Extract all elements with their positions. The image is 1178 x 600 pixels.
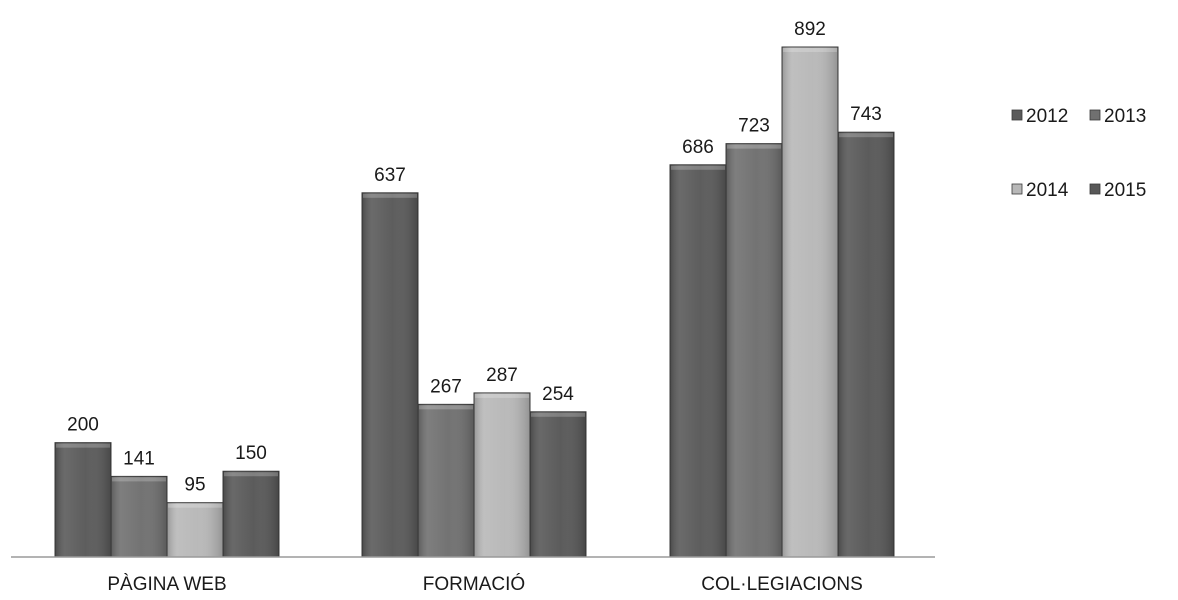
value-label: 743 bbox=[850, 104, 882, 125]
legend-swatch bbox=[1011, 109, 1023, 121]
category-labels-layer: PÀGINA WEB FORMACIÓ COL·LEGIACIONS bbox=[107, 573, 862, 595]
value-label: 254 bbox=[542, 384, 574, 405]
value-label: 141 bbox=[123, 448, 155, 469]
category-label-col-legiacions: COL·LEGIACIONS bbox=[701, 574, 863, 595]
legend-label: 2014 bbox=[1026, 180, 1069, 201]
bar-shading bbox=[782, 47, 838, 557]
bar-top-highlight bbox=[475, 393, 529, 398]
bar-top-highlight bbox=[839, 133, 893, 138]
bar-shading bbox=[418, 404, 474, 557]
value-label: 637 bbox=[374, 165, 406, 186]
legend-item-2013: 2013 bbox=[1089, 106, 1146, 127]
value-label: 287 bbox=[486, 365, 518, 386]
bar-top-highlight bbox=[531, 412, 585, 417]
category-label-pagina-web: PÀGINA WEB bbox=[107, 574, 226, 595]
legend-swatch bbox=[1089, 109, 1101, 121]
bar-top-highlight bbox=[363, 193, 417, 198]
bar-shading bbox=[111, 476, 167, 557]
bars-layer bbox=[54, 46, 895, 558]
bar-top-highlight bbox=[224, 472, 278, 477]
legend-item-2015: 2015 bbox=[1089, 180, 1146, 201]
bar-shading bbox=[362, 192, 418, 557]
bar-top-highlight bbox=[783, 48, 837, 52]
value-labels-layer: 200 141 95 150 637 267 287 254 686 723 892 743 bbox=[67, 19, 882, 496]
legend-label: 2012 bbox=[1026, 106, 1068, 127]
bar-shading bbox=[223, 471, 279, 557]
legend-swatch bbox=[1089, 183, 1101, 195]
bar-shading bbox=[474, 392, 530, 557]
value-label: 686 bbox=[682, 137, 714, 158]
value-label: 150 bbox=[235, 443, 267, 464]
bar-shading bbox=[670, 164, 726, 557]
bar-top-highlight bbox=[112, 477, 166, 482]
bar-shading bbox=[838, 132, 894, 557]
value-label: 200 bbox=[67, 415, 99, 436]
bar-shading bbox=[530, 411, 586, 557]
bar-shading bbox=[726, 143, 782, 558]
value-label: 267 bbox=[430, 376, 462, 397]
category-label-formacio: FORMACIÓ bbox=[423, 573, 525, 595]
legend-label: 2015 bbox=[1104, 180, 1146, 201]
value-label: 95 bbox=[184, 475, 205, 496]
bar-top-highlight bbox=[671, 165, 725, 170]
legend-label: 2013 bbox=[1104, 106, 1146, 127]
value-label: 892 bbox=[794, 19, 826, 40]
legend-item-2012: 2012 bbox=[1011, 106, 1068, 127]
bar-top-highlight bbox=[56, 443, 110, 448]
legend-swatch bbox=[1011, 183, 1023, 195]
legend: 2012 2013 2014 2015 bbox=[1011, 106, 1146, 201]
value-label: 723 bbox=[738, 116, 770, 137]
bar-top-highlight bbox=[168, 503, 222, 508]
bar-top-highlight bbox=[727, 144, 781, 149]
legend-item-2014: 2014 bbox=[1011, 180, 1069, 201]
bar-shading bbox=[55, 442, 111, 557]
bar-shading bbox=[167, 502, 223, 557]
bar-top-highlight bbox=[419, 405, 473, 410]
